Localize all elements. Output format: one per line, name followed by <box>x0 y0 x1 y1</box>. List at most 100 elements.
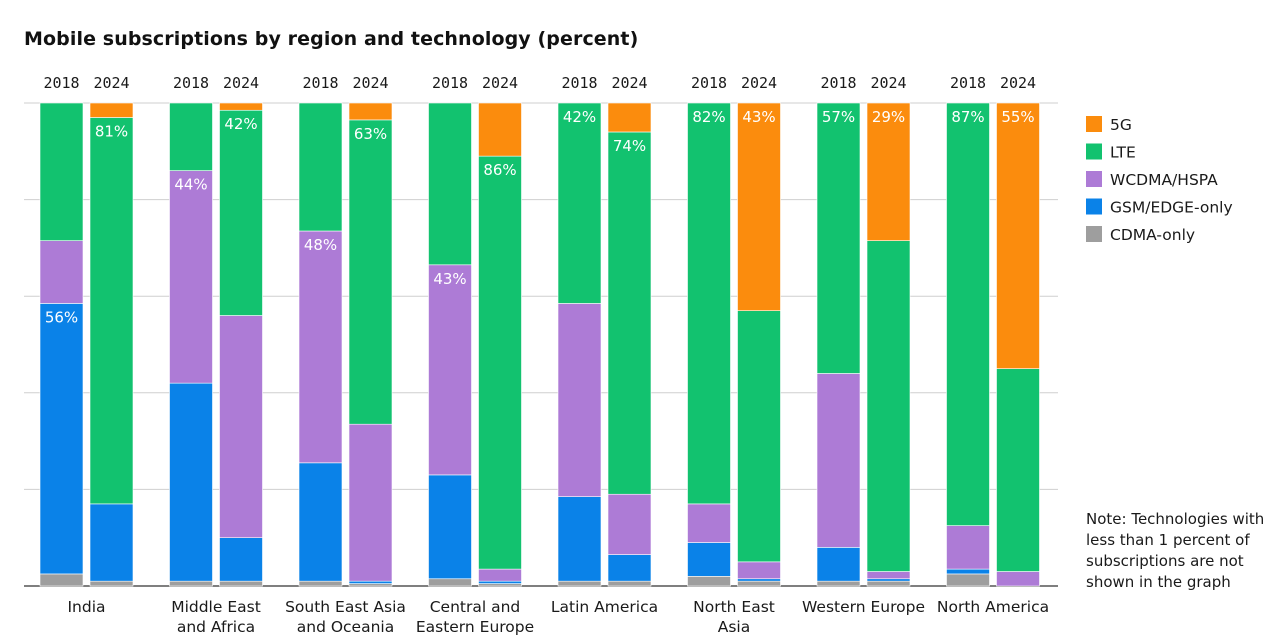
data-label: 29% <box>872 108 905 126</box>
region-label: South East Asia and Oceania <box>285 598 406 636</box>
bar-stack <box>946 102 990 587</box>
bar-segment <box>169 580 213 587</box>
year-tick-label: 2024 <box>223 74 259 92</box>
legend-label: GSM/EDGE-only <box>1110 199 1233 217</box>
data-label: 42% <box>224 115 257 133</box>
bar-segment <box>816 580 861 587</box>
bar-segment <box>39 240 84 304</box>
legend-item: WCDMA/HSPA <box>1086 171 1218 189</box>
bar-stack <box>298 102 343 587</box>
bar-segment <box>298 102 343 232</box>
legend-label: 5G <box>1110 116 1132 134</box>
bar-segment <box>478 568 522 582</box>
bar-stack <box>557 102 602 587</box>
bar-stack <box>816 102 861 587</box>
bar-segment <box>39 573 84 587</box>
bar-segment <box>39 102 84 241</box>
legend: 5G LTE WCDMA/HSPA GSM/EDGE-only CDMA-only <box>1086 116 1233 244</box>
legend-label: LTE <box>1110 144 1136 162</box>
year-tick-label: 2024 <box>870 74 906 92</box>
bar-segment <box>478 583 522 587</box>
bar-segment <box>687 576 731 587</box>
legend-swatch <box>1086 226 1102 242</box>
year-tick-label: 2024 <box>741 74 777 92</box>
bar-segment <box>348 119 393 425</box>
bar-segment <box>219 537 263 582</box>
year-tick-label: 2024 <box>611 74 647 92</box>
bar-segment <box>298 580 343 587</box>
bar-segment <box>607 102 652 133</box>
bar-stack <box>39 102 84 587</box>
year-tick-label: 2018 <box>302 74 338 92</box>
bar-segment <box>348 583 393 587</box>
data-label: 86% <box>483 161 516 179</box>
bar-stack <box>996 102 1040 587</box>
bar-segment <box>89 580 134 587</box>
bar-segment <box>169 170 213 384</box>
data-label: 63% <box>354 125 387 143</box>
bar-segment <box>169 102 213 171</box>
bar-segment <box>89 117 134 505</box>
bar-segment <box>737 578 781 582</box>
bar-segment <box>428 474 472 580</box>
year-tick-label: 2024 <box>93 74 129 92</box>
region-label: Latin America <box>551 598 658 616</box>
bar-segment <box>428 578 472 587</box>
region-label: Western Europe <box>802 598 925 616</box>
bar-stack <box>687 102 731 587</box>
data-label: 43% <box>433 270 466 288</box>
year-tick-labels: 2018 2024 2018 2024 2018 2024 2018 2024 2018 2024… <box>43 74 1036 92</box>
data-label: 43% <box>742 108 775 126</box>
bar-segment <box>607 580 652 587</box>
year-tick-label: 2018 <box>561 74 597 92</box>
data-label: 57% <box>822 108 855 126</box>
region-label: India <box>67 598 105 616</box>
bar-stack <box>89 102 134 587</box>
data-label: 87% <box>951 108 984 126</box>
legend-swatch <box>1086 171 1102 187</box>
bar-segment <box>607 493 652 555</box>
bar-segment <box>607 554 652 582</box>
bar-segment <box>348 580 393 584</box>
data-label: 55% <box>1001 108 1034 126</box>
bar-segment <box>946 525 990 570</box>
bar-segment <box>816 373 861 548</box>
legend-item: LTE <box>1086 143 1136 162</box>
legend-item: GSM/EDGE-only <box>1086 198 1233 217</box>
bar-segment <box>39 303 84 575</box>
bar-segment <box>866 240 911 572</box>
bar-stack <box>348 102 393 587</box>
bar-stack <box>169 102 213 587</box>
data-label: 81% <box>95 122 128 140</box>
bar-segment <box>996 102 1040 369</box>
year-tick-label: 2018 <box>43 74 79 92</box>
region-label: Middle East and Africa <box>171 598 261 636</box>
bar-segment <box>219 109 263 316</box>
bar-segment <box>169 382 213 582</box>
legend-item: CDMA-only <box>1086 226 1195 244</box>
year-tick-label: 2018 <box>950 74 986 92</box>
year-tick-label: 2018 <box>432 74 468 92</box>
bar-segment <box>219 315 263 538</box>
bar-segment <box>737 580 781 587</box>
bar-segment <box>89 102 134 118</box>
bar-segment <box>737 310 781 563</box>
bar-stack <box>219 102 263 587</box>
bar-segment <box>557 102 602 304</box>
bar-segment <box>219 580 263 587</box>
bar-segment <box>428 102 472 266</box>
bar-segment <box>478 155 522 570</box>
bar-segment <box>557 496 602 582</box>
year-tick-label: 2018 <box>173 74 209 92</box>
region-label: North East Asia <box>693 598 775 636</box>
bar-segment <box>737 561 781 580</box>
bar-segment <box>298 462 343 582</box>
legend-label: CDMA-only <box>1110 226 1195 244</box>
bar-segment <box>219 102 263 111</box>
year-tick-label: 2024 <box>352 74 388 92</box>
year-tick-label: 2018 <box>691 74 727 92</box>
bar-stack <box>607 102 652 587</box>
bar-segment <box>298 230 343 464</box>
bar-segment <box>866 102 911 241</box>
